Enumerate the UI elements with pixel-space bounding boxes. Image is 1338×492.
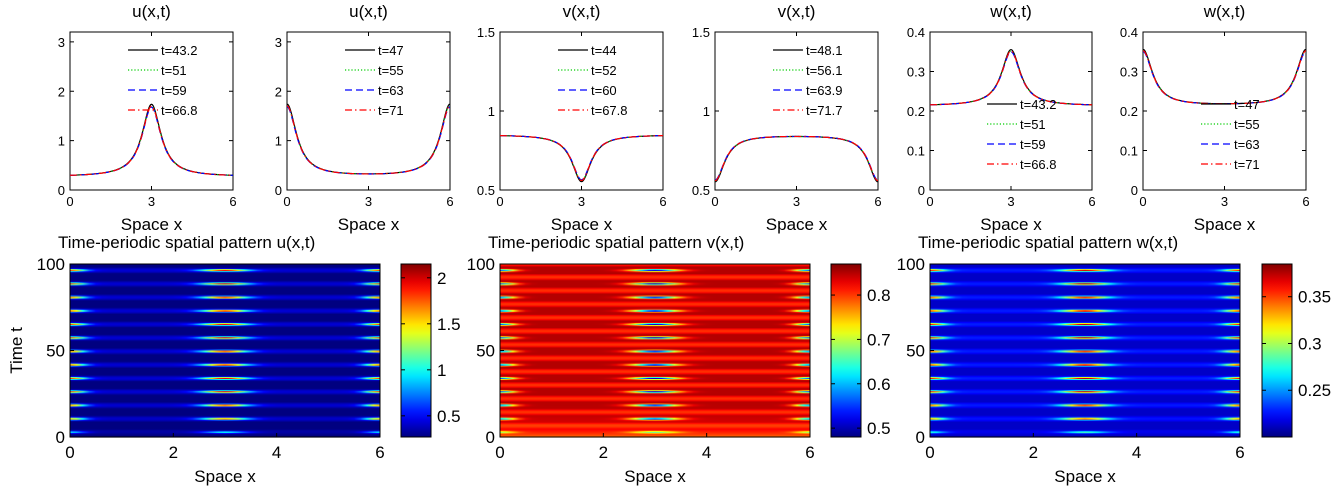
figure: 0 3 60123t=43.2t=51t=59t=66.8u(x,t)Space x… [7, 2, 1331, 486]
